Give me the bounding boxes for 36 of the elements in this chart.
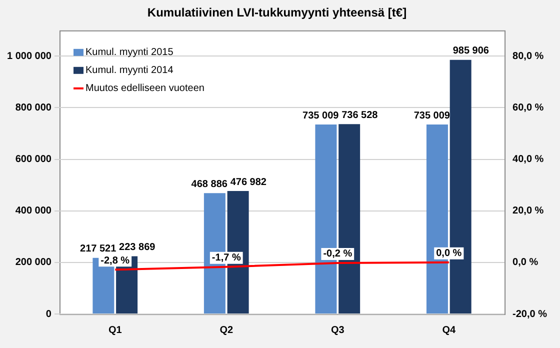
legend-label: Muutos edelliseen vuoteen bbox=[85, 83, 204, 94]
data-label: 476 982 bbox=[230, 176, 267, 188]
y2-tick-label: -20,0 % bbox=[512, 308, 548, 320]
y-tick-label: 0 bbox=[46, 308, 52, 320]
x-tick-label: Q2 bbox=[220, 324, 234, 336]
y-tick-label: 1 000 000 bbox=[6, 50, 52, 62]
data-label: 736 528 bbox=[342, 110, 378, 121]
bar bbox=[450, 60, 472, 314]
data-label: 468 886 bbox=[191, 178, 228, 190]
x-tick-label: Q1 bbox=[108, 324, 122, 336]
y-tick-label: 800 000 bbox=[15, 102, 52, 114]
data-label: -0,2 % bbox=[323, 248, 352, 260]
y2-tick-label: 60,0 % bbox=[512, 102, 544, 114]
data-label: 217 521 bbox=[80, 244, 117, 255]
legend-label: Kumul. myynti 2014 bbox=[85, 65, 174, 76]
legend-label: Kumul. myynti 2015 bbox=[85, 47, 174, 58]
x-tick-label: Q3 bbox=[330, 324, 345, 336]
y2-tick-label: 80,0 % bbox=[512, 50, 544, 62]
bar bbox=[338, 124, 360, 314]
data-label: 0,0 % bbox=[436, 248, 462, 260]
data-label: 735 009 bbox=[414, 110, 450, 122]
x-tick-label: Q4 bbox=[442, 324, 456, 336]
chart-title: Kumulatiivinen LVI-tukkumyynti yhteensä [t€] bbox=[147, 6, 407, 20]
bar bbox=[227, 191, 249, 314]
y-tick-label: 600 000 bbox=[15, 154, 52, 166]
y-tick-label: 200 000 bbox=[15, 257, 52, 268]
data-label: 735 009 bbox=[302, 110, 340, 122]
y2-tick-label: 20,0 % bbox=[512, 206, 544, 217]
data-label: 223 869 bbox=[119, 242, 156, 254]
y2-tick-label: 40,0 % bbox=[512, 154, 544, 166]
bar bbox=[426, 124, 448, 314]
data-label: -2,8 % bbox=[100, 255, 130, 266]
y2-tick-label: 0,0 % bbox=[512, 257, 538, 268]
data-label: 985 906 bbox=[452, 46, 490, 57]
data-label: -1,7 % bbox=[212, 252, 241, 264]
y-tick-label: 400 000 bbox=[15, 206, 52, 217]
